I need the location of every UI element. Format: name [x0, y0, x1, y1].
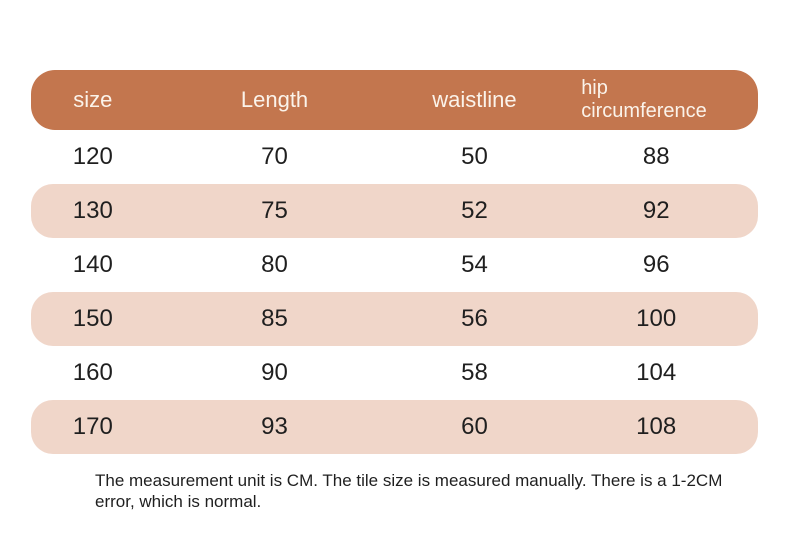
table-row-150: 150 85 56 100: [31, 292, 758, 346]
cell-hip: 104: [636, 359, 677, 386]
cell-waistline: 58: [461, 359, 488, 386]
cell-size: 120: [72, 143, 113, 170]
cell-length: 90: [261, 359, 288, 386]
table-row-170: 170 93 60 108: [31, 400, 758, 454]
cell-size: 140: [72, 251, 113, 278]
cell-size: 150: [72, 305, 113, 332]
table-row-130: 130 75 52 92: [31, 184, 758, 238]
cell-hip: 96: [642, 251, 670, 278]
size-chart-table: size Length waistline hip circumference …: [31, 70, 758, 454]
cell-waistline: 56: [461, 305, 488, 332]
column-header-hip-label: hip circumference: [581, 77, 707, 122]
cell-length: 75: [261, 197, 288, 224]
cell-length: 93: [261, 413, 288, 440]
table-row-140: 140 80 54 96: [31, 238, 758, 292]
cell-waistline: 52: [461, 197, 488, 224]
cell-size: 160: [72, 359, 113, 386]
column-header-length: Length: [240, 87, 309, 112]
cell-size: 170: [72, 413, 113, 440]
cell-waistline: 54: [461, 251, 488, 278]
cell-length: 80: [261, 251, 288, 278]
column-header-waistline: waistline: [432, 87, 517, 112]
column-header-hip-circumference: hip circumference: [554, 77, 758, 123]
column-header-size: size: [73, 87, 113, 112]
table-header-row: size Length waistline hip circumference: [31, 70, 758, 130]
cell-hip: 88: [642, 143, 670, 170]
cell-hip: 92: [642, 197, 670, 224]
cell-length: 85: [261, 305, 288, 332]
cell-waistline: 50: [461, 143, 488, 170]
measurement-note: The measurement unit is CM. The tile siz…: [95, 471, 723, 512]
cell-waistline: 60: [461, 413, 488, 440]
cell-length: 70: [261, 143, 288, 170]
table-row-160: 160 90 58 104: [31, 346, 758, 400]
cell-hip: 100: [636, 305, 677, 332]
cell-hip: 108: [636, 413, 677, 440]
table-row-120: 120 70 50 88: [31, 130, 758, 184]
cell-size: 130: [72, 197, 113, 224]
